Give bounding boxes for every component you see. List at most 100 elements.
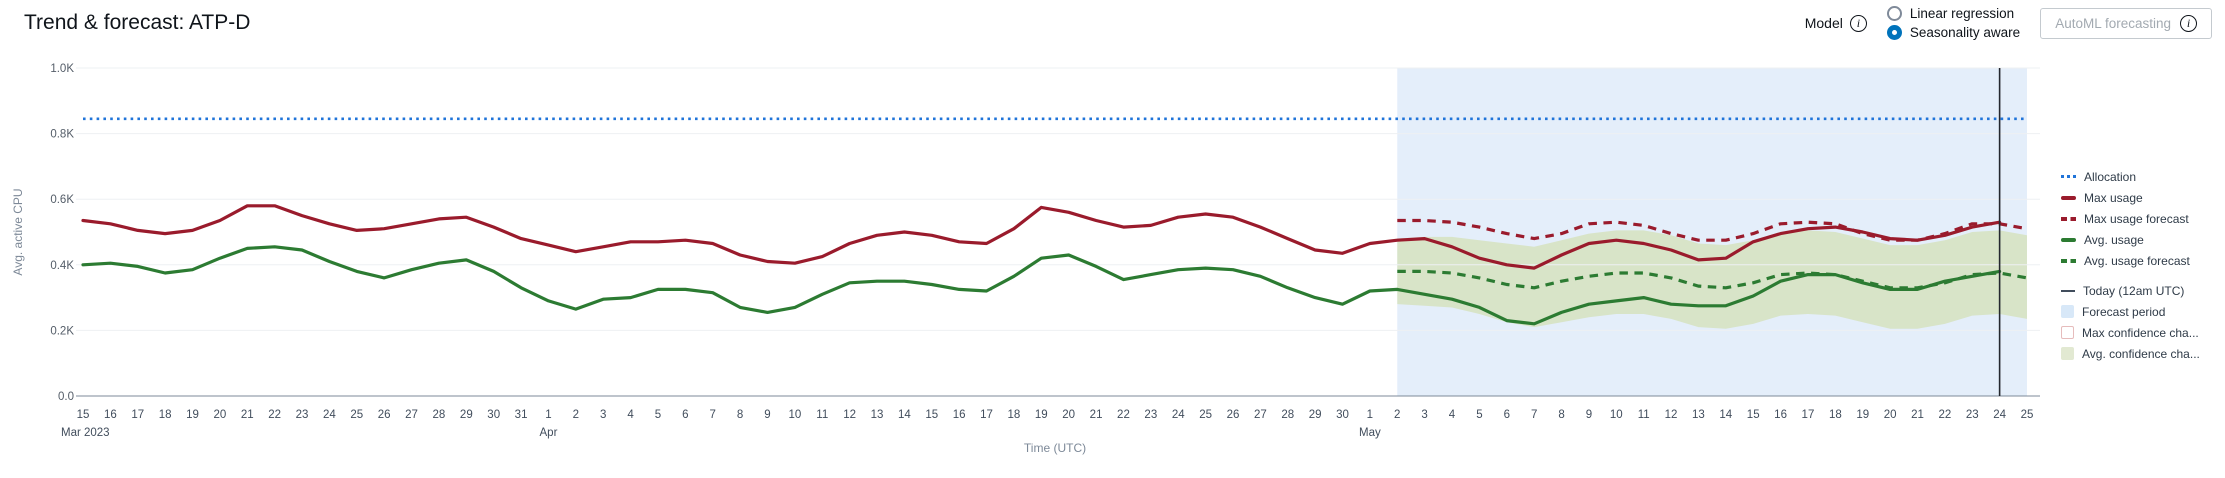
radio-selected-icon[interactable] — [1886, 25, 1902, 40]
model-label-wrap: Model i — [1804, 14, 1867, 32]
legend-item[interactable]: Avg. confidence cha... — [2061, 343, 2200, 364]
month-label: Mar 2023 — [61, 427, 110, 439]
x-tick-label: 1 — [545, 409, 551, 421]
x-tick-label: 25 — [1199, 409, 1212, 421]
x-tick-label: 4 — [627, 409, 634, 421]
x-tick-label: 18 — [1008, 409, 1021, 421]
legend-label: Avg. usage — [2084, 232, 2144, 247]
x-tick-label: 30 — [1336, 409, 1349, 421]
x-tick-label: 29 — [1309, 409, 1322, 421]
x-tick-label: 1 — [1367, 409, 1373, 421]
x-tick-label: 23 — [1144, 409, 1157, 421]
y-tick-label: 0.2K — [50, 325, 74, 337]
month-label: May — [1359, 427, 1381, 439]
x-tick-label: 18 — [159, 409, 172, 421]
x-tick-label: 19 — [1035, 409, 1048, 421]
model-label: Model — [1804, 15, 1843, 31]
x-tick-label: 25 — [2021, 409, 2034, 421]
fill-outline-swatch — [2061, 326, 2074, 339]
automl-info-icon[interactable]: i — [2180, 14, 2197, 32]
max-usage-line — [81, 204, 2002, 270]
y-tick-label: 0.8K — [50, 129, 74, 141]
x-tick-label: 18 — [1829, 409, 1842, 421]
x-tick-label: 16 — [104, 409, 117, 421]
x-tick-label: 5 — [1476, 409, 1482, 421]
x-tick-label: 4 — [1449, 409, 1456, 421]
legend-item[interactable]: Max confidence cha... — [2061, 322, 2200, 343]
dashed-line-swatch — [2061, 216, 2076, 221]
x-tick-label: 15 — [77, 409, 90, 421]
x-tick-label: 10 — [1610, 409, 1623, 421]
legend-item[interactable]: Forecast period — [2061, 301, 2200, 322]
legend-item[interactable]: Allocation — [2061, 166, 2200, 187]
x-tick-label: 24 — [323, 409, 336, 421]
legend-item[interactable]: Avg. usage forecast — [2061, 250, 2200, 271]
legend-label: Avg. usage forecast — [2084, 253, 2190, 268]
x-tick-label: 17 — [980, 409, 993, 421]
x-tick-label: 28 — [433, 409, 446, 421]
x-tick-label: 14 — [1719, 409, 1732, 421]
solid-line-swatch — [2061, 195, 2076, 200]
x-tick-label: 3 — [1421, 409, 1427, 421]
x-tick-label: 20 — [1062, 409, 1075, 421]
chart-legend: Allocation Max usage Max usage forecast Avg… — [2061, 166, 2200, 364]
model-radio-group: Linear regression Seasonality aware — [1886, 6, 2020, 40]
x-tick-label: 21 — [1911, 409, 1924, 421]
avg-usage-forecast-line — [1397, 269, 2028, 290]
x-tick-label: 19 — [186, 409, 199, 421]
radio-option-linear-regression[interactable]: Linear regression — [1886, 6, 2020, 21]
dashed-line-swatch — [2061, 258, 2076, 263]
x-tick-label: 21 — [1090, 409, 1103, 421]
radio-option-seasonality-aware[interactable]: Seasonality aware — [1886, 25, 2020, 40]
legend-label: Max usage — [2084, 190, 2143, 205]
x-tick-label: 28 — [1281, 409, 1294, 421]
fill-swatch — [2061, 347, 2074, 360]
fill-swatch — [2061, 305, 2074, 318]
x-tick-label: 15 — [1747, 409, 1760, 421]
x-tick-label: 2 — [1394, 409, 1400, 421]
x-tick-label: 9 — [1586, 409, 1592, 421]
y-tick-label: 0.4K — [50, 260, 74, 272]
legend-label: Today (12am UTC) — [2083, 283, 2185, 298]
x-tick-label: 27 — [405, 409, 418, 421]
x-tick-label: 12 — [843, 409, 856, 421]
x-tick-label: 16 — [1774, 409, 1787, 421]
x-tick-label: 7 — [1531, 409, 1537, 421]
month-label: Apr — [540, 427, 558, 439]
x-tick-label: 15 — [925, 409, 938, 421]
x-tick-label: 20 — [1884, 409, 1897, 421]
legend-item[interactable]: Today (12am UTC) — [2061, 280, 2200, 301]
forecast-period-region — [1397, 68, 2027, 396]
legend-item[interactable]: Avg. usage — [2061, 229, 2200, 250]
x-tick-label: 21 — [241, 409, 254, 421]
solid-line-swatch — [2061, 237, 2076, 242]
model-info-icon[interactable]: i — [1849, 14, 1867, 32]
model-controls: Model i Linear regression Seasonality aw… — [1805, 6, 2212, 40]
legend-item[interactable]: Max usage — [2061, 187, 2200, 208]
x-tick-label: 10 — [788, 409, 801, 421]
x-tick-label: 9 — [764, 409, 770, 421]
x-tick-label: 6 — [682, 409, 688, 421]
x-tick-label: 22 — [268, 409, 281, 421]
x-tick-label: 6 — [1504, 409, 1510, 421]
legend-label: Max confidence cha... — [2082, 325, 2199, 340]
legend-label: Avg. confidence cha... — [2082, 346, 2200, 361]
x-tick-label: 16 — [953, 409, 966, 421]
x-tick-label: 11 — [816, 409, 828, 421]
y-tick-label: 1.0K — [50, 63, 74, 75]
automl-forecasting-button[interactable]: AutoML forecasting i — [2040, 7, 2212, 39]
x-tick-label: 24 — [1172, 409, 1185, 421]
x-tick-label: 20 — [214, 409, 227, 421]
legend-label: Max usage forecast — [2084, 211, 2189, 226]
x-tick-label: 26 — [378, 409, 391, 421]
x-tick-label: 30 — [487, 409, 500, 421]
radio-unselected-icon[interactable] — [1886, 6, 1902, 21]
thin-line-swatch — [2061, 289, 2075, 292]
radio-label: Linear regression — [1909, 6, 2015, 21]
dotted-line-swatch — [2061, 174, 2076, 179]
x-tick-label: 3 — [600, 409, 606, 421]
x-tick-label: 17 — [1802, 409, 1815, 421]
legend-item[interactable]: Max usage forecast — [2061, 208, 2200, 229]
